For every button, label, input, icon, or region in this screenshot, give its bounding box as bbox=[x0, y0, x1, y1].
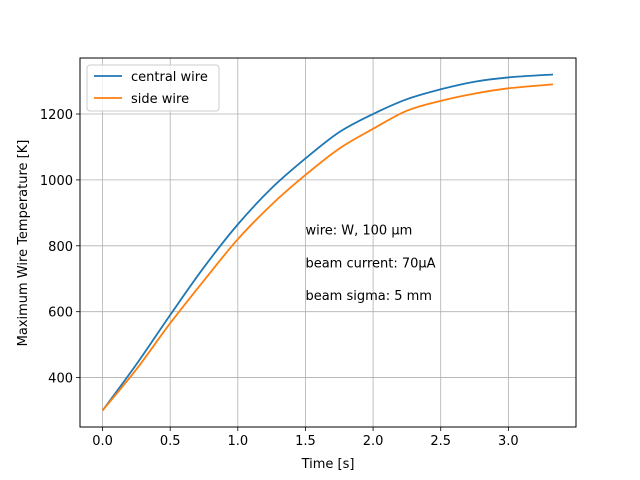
y-tick-label: 400 bbox=[48, 372, 73, 387]
x-tick-label: 1.5 bbox=[295, 434, 316, 449]
y-axis-label: Maximum Wire Temperature [K] bbox=[16, 140, 31, 347]
x-tick-label: 1.0 bbox=[227, 434, 248, 449]
series-line-central-wire bbox=[101, 73, 554, 412]
legend-label-central-wire: central wire bbox=[131, 70, 208, 85]
annotation-1: wire: W, 100 µm bbox=[305, 223, 412, 238]
plot-frame bbox=[79, 57, 577, 428]
x-tick-label: 2.0 bbox=[363, 434, 384, 449]
y-tick-label: 1000 bbox=[40, 174, 73, 189]
x-tick-label: 0.0 bbox=[92, 434, 113, 449]
annotation-layer: wire: W, 100 µm beam current: 70µA beam si… bbox=[305, 223, 435, 304]
x-axis-label: Time [s] bbox=[301, 457, 355, 472]
series-line-side-wire bbox=[101, 83, 554, 412]
legend: central wire side wire bbox=[86, 64, 220, 112]
x-tick-label: 0.5 bbox=[160, 434, 181, 449]
y-tick-label: 800 bbox=[48, 240, 73, 255]
annotation-2: beam current: 70µA bbox=[305, 256, 435, 271]
legend-label-side-wire: side wire bbox=[131, 92, 189, 107]
grid-layer bbox=[80, 58, 576, 427]
annotation-3: beam sigma: 5 mm bbox=[305, 289, 432, 304]
x-tick-label: 3.0 bbox=[498, 434, 519, 449]
series-layer bbox=[101, 73, 554, 412]
y-tick-label: 600 bbox=[48, 306, 73, 321]
x-tick-label: 2.5 bbox=[430, 434, 451, 449]
y-tick-label: 1200 bbox=[40, 108, 73, 123]
tick-layer: 0.0 0.5 1.0 1.5 2.0 2.5 3.0 400 600 800 1000 1200 bbox=[40, 108, 519, 449]
